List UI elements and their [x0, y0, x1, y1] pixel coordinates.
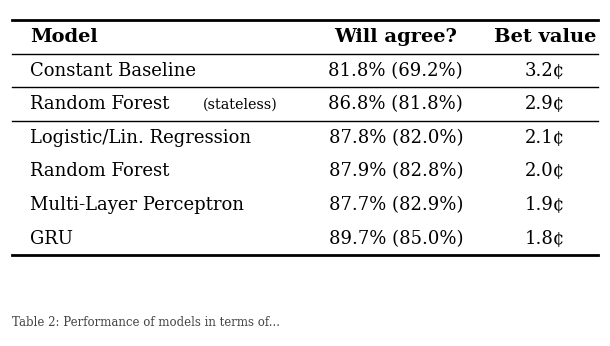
Text: 3.2¢: 3.2¢: [525, 62, 565, 80]
Text: Will agree?: Will agree?: [334, 28, 458, 46]
Text: Constant Baseline: Constant Baseline: [30, 62, 196, 80]
Text: 86.8% (81.8%): 86.8% (81.8%): [328, 95, 463, 113]
Text: 2.0¢: 2.0¢: [525, 162, 565, 180]
Text: 2.9¢: 2.9¢: [525, 95, 565, 113]
Text: (stateless): (stateless): [203, 97, 278, 111]
Text: Model: Model: [30, 28, 98, 46]
Text: 87.8% (82.0%): 87.8% (82.0%): [329, 129, 463, 147]
Text: Table 2: Performance of models in terms of...: Table 2: Performance of models in terms …: [12, 316, 280, 329]
Text: 89.7% (85.0%): 89.7% (85.0%): [329, 230, 463, 248]
Text: 87.9% (82.8%): 87.9% (82.8%): [329, 162, 463, 180]
Text: 87.7% (82.9%): 87.7% (82.9%): [329, 196, 463, 214]
Text: Logistic/Lin. Regression: Logistic/Lin. Regression: [30, 129, 251, 147]
Text: 1.9¢: 1.9¢: [525, 196, 565, 214]
Text: Random Forest: Random Forest: [30, 95, 175, 113]
Text: GRU: GRU: [30, 230, 73, 248]
Text: Multi-Layer Perceptron: Multi-Layer Perceptron: [30, 196, 244, 214]
Text: Random Forest: Random Forest: [30, 162, 169, 180]
Text: 81.8% (69.2%): 81.8% (69.2%): [328, 62, 463, 80]
Text: 1.8¢: 1.8¢: [525, 230, 565, 248]
Text: Bet value: Bet value: [494, 28, 597, 46]
Text: 2.1¢: 2.1¢: [525, 129, 565, 147]
